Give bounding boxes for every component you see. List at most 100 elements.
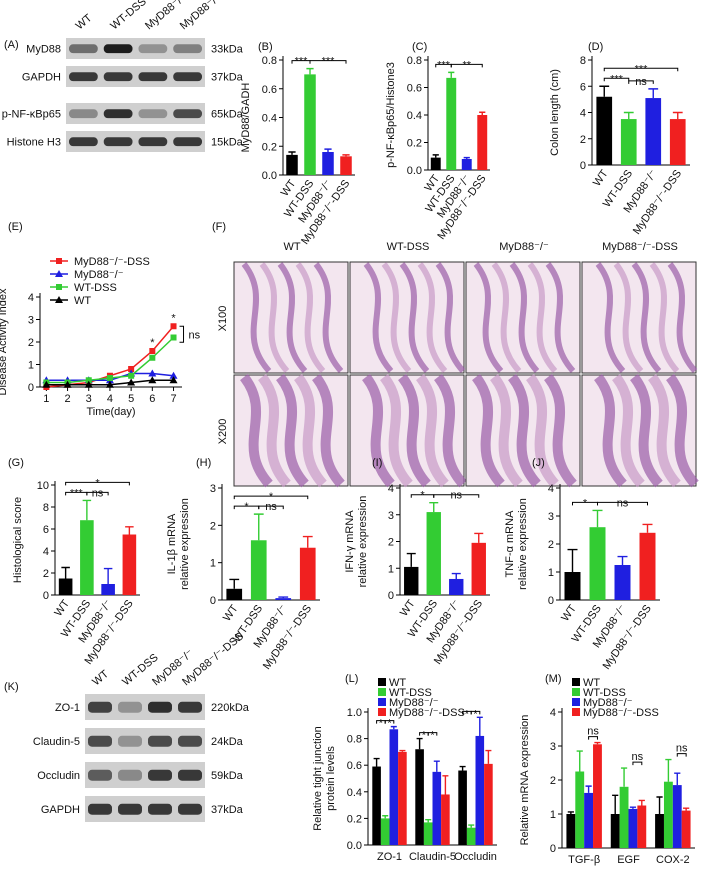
significance-bracket — [433, 494, 480, 498]
bar — [380, 818, 390, 845]
significance-label: * — [387, 718, 392, 730]
y-tick-label: 0.8 — [262, 55, 277, 67]
y-axis-label: MyD88/GADH — [240, 83, 252, 153]
error-bar — [656, 796, 663, 814]
panel-label: (A) — [4, 39, 19, 51]
x-tick-label: TGF-β — [568, 854, 600, 866]
legend-swatch — [378, 708, 386, 716]
y-tick-label: 4 — [28, 292, 34, 304]
x-tick-label: 1 — [43, 393, 49, 405]
bar — [322, 152, 334, 175]
blot-band — [178, 701, 202, 713]
tissue — [433, 373, 467, 488]
y-tick-label: 0 — [43, 590, 49, 602]
bar — [226, 588, 243, 600]
bar — [275, 598, 292, 600]
bar — [441, 794, 450, 845]
error-bar — [425, 819, 432, 823]
panel-label: (C) — [412, 41, 427, 53]
error-bar — [451, 572, 461, 579]
error-bar — [433, 760, 440, 772]
marker — [106, 375, 113, 381]
marker — [169, 371, 178, 379]
legend-swatch — [572, 708, 580, 716]
row-label: p-NF-κBp65 — [2, 109, 61, 121]
blot-band — [173, 72, 202, 82]
y-tick-label: 1 — [548, 567, 554, 579]
bar — [304, 74, 316, 175]
legend-label: MyD88⁻/⁻-DSS — [74, 256, 150, 268]
tissue — [361, 373, 395, 488]
y-axis-label: Relative mRNA expression — [519, 715, 531, 846]
bar — [415, 749, 424, 845]
y-tick-label: 0 — [548, 595, 554, 607]
marker — [105, 380, 114, 388]
blot-band — [88, 701, 112, 713]
significance-bracket — [632, 761, 643, 766]
y-axis-label: IL-1β mRNA — [166, 513, 178, 574]
significance-label: * — [95, 477, 100, 489]
bar — [340, 156, 352, 175]
panel-label: (J) — [532, 457, 545, 469]
lane-label: WT — [74, 12, 95, 32]
significance-label: *** — [70, 487, 84, 499]
bar — [122, 534, 137, 595]
marker — [127, 378, 136, 386]
error-bar — [399, 749, 406, 752]
x-tick-label: 7 — [170, 393, 176, 405]
bar — [645, 98, 662, 165]
bar — [672, 785, 682, 848]
bar — [566, 814, 576, 848]
error-bar — [474, 532, 484, 543]
y-tick-label: 8 — [580, 55, 586, 67]
y-tick-label: 0 — [28, 382, 34, 394]
legend-swatch — [572, 688, 580, 696]
size-label: 65kDa — [211, 109, 244, 121]
column-label: WT — [283, 241, 300, 253]
bar — [458, 770, 467, 845]
y-tick-label: 6 — [43, 524, 49, 536]
y-tick-label: 2 — [28, 337, 34, 349]
size-label: 15kDa — [211, 137, 244, 149]
significance-label: * — [422, 730, 427, 742]
marker — [169, 376, 178, 384]
tissue — [435, 262, 466, 374]
lane-label: WT-DSS — [108, 0, 148, 32]
y-axis-label: Relative tight junction — [312, 726, 324, 831]
significance-label: *** — [437, 59, 451, 71]
error-bar — [103, 567, 113, 584]
y-tick-label: 0.2 — [262, 141, 277, 153]
x-tick-label: 4 — [107, 393, 113, 405]
y-tick-label: 4 — [580, 108, 586, 120]
blot-band — [69, 137, 98, 147]
blot-band — [103, 137, 133, 147]
error-bar — [585, 785, 592, 793]
x-axis-label: Time(day) — [86, 406, 135, 418]
significance-label: * — [430, 730, 435, 742]
blot-strip — [66, 103, 205, 124]
bar — [250, 540, 267, 600]
significance-bracket — [603, 77, 630, 82]
row-label: Occludin — [37, 770, 80, 782]
bar — [614, 565, 631, 600]
significance-label: * — [244, 501, 249, 513]
y-tick-label: 0 — [580, 160, 586, 172]
significance-label: * — [465, 708, 470, 720]
significance-label: ns — [617, 497, 629, 509]
blot-strip — [66, 131, 205, 152]
significance-bracket — [179, 325, 185, 343]
y-tick-label: 0.4 — [407, 110, 422, 122]
error-bar — [599, 85, 610, 97]
x-tick-label: COX-2 — [656, 854, 690, 866]
error-bar — [592, 509, 603, 528]
tissue — [613, 262, 644, 374]
significance-bracket — [676, 753, 687, 757]
y-tick-label: 3 — [210, 483, 216, 495]
tissue — [611, 373, 645, 488]
significance-bracket — [603, 67, 679, 72]
y-tick-label: 2 — [388, 537, 394, 549]
panel-label: (K) — [4, 681, 19, 693]
y-tick-label: 2 — [550, 775, 556, 787]
tissue — [295, 262, 326, 374]
bar — [584, 792, 594, 848]
